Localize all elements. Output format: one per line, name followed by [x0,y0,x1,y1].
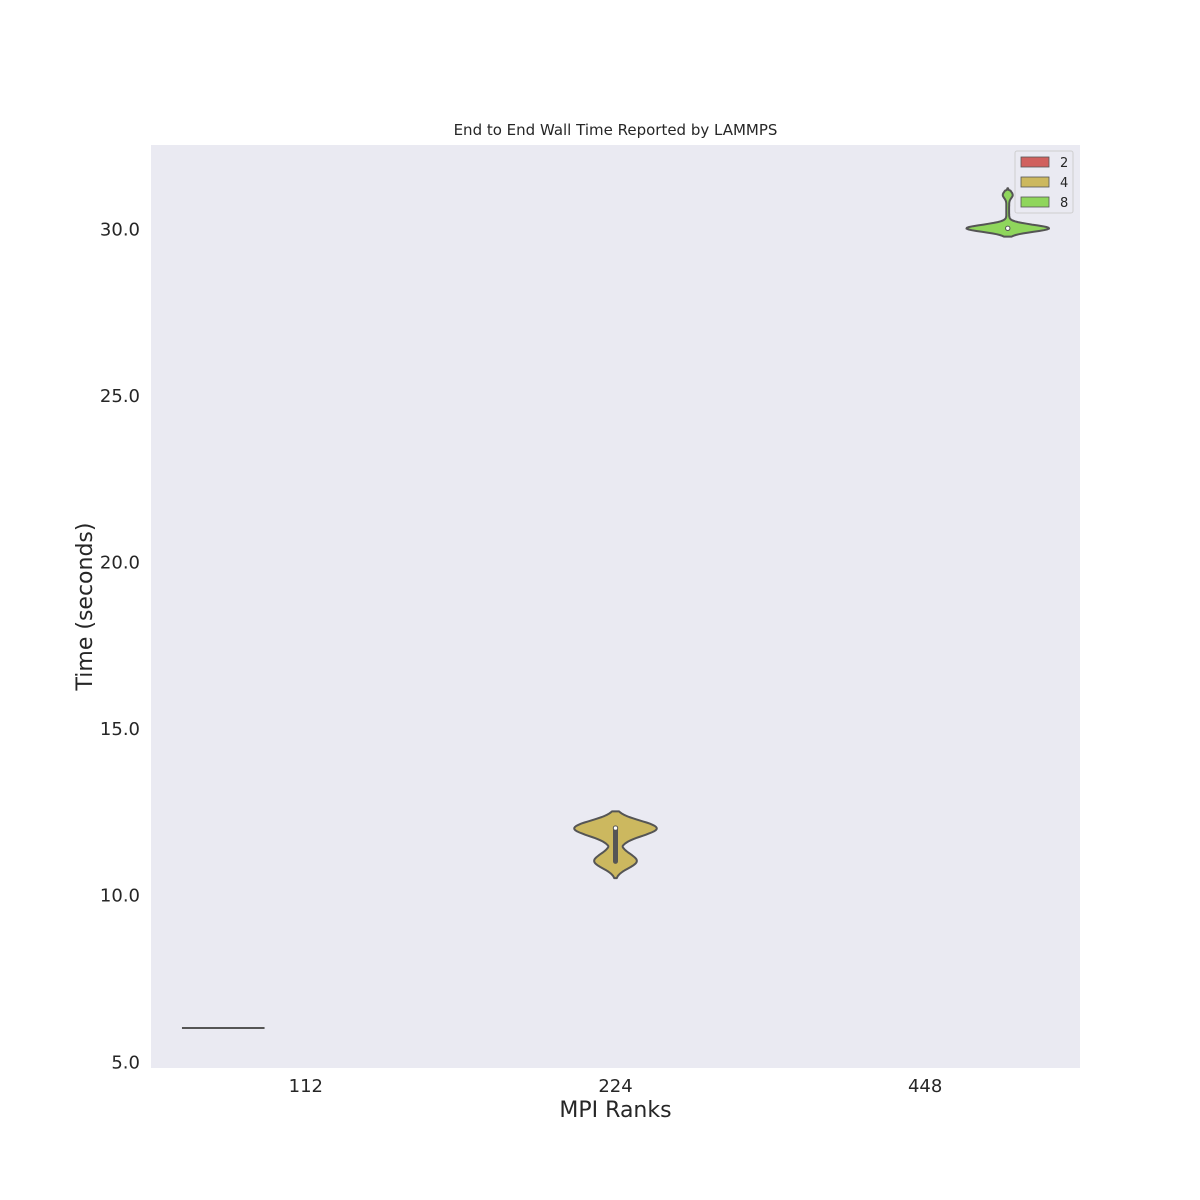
violin-body [965,187,1050,238]
x-axis-ticks: 112 224 448 [289,1076,943,1097]
y-tick-label: 10.0 [100,886,140,907]
y-axis-label: Time (seconds) [73,523,98,692]
x-tick-label: 112 [289,1076,323,1097]
violins [181,187,1050,1030]
violin-4 [573,810,658,880]
y-tick-label: 15.0 [100,719,140,740]
x-tick-label: 224 [598,1076,632,1097]
violin-8 [965,187,1050,238]
violin-median-point [612,825,619,831]
legend-label-2: 2 [1060,156,1068,171]
chart-title: End to End Wall Time Reported by LAMMPS [453,121,778,139]
legend-label-4: 4 [1060,176,1068,191]
y-tick-label: 20.0 [100,553,140,574]
y-tick-label: 5.0 [111,1052,140,1073]
y-tick-label: 30.0 [100,219,140,240]
legend-swatch-8 [1020,196,1050,208]
legend-swatch-2 [1020,156,1050,168]
legend-swatch-4 [1020,176,1050,188]
x-axis-label: MPI Ranks [559,1098,671,1123]
x-tick-label: 448 [908,1076,942,1097]
legend-label-8: 8 [1060,196,1068,211]
y-tick-label: 25.0 [100,386,140,407]
violin-median-point [1005,225,1011,232]
plot-area [151,145,1080,1068]
legend: 2 4 8 [1014,150,1074,214]
y-axis-ticks: 5.0 10.0 15.0 20.0 25.0 30.0 [100,219,140,1073]
